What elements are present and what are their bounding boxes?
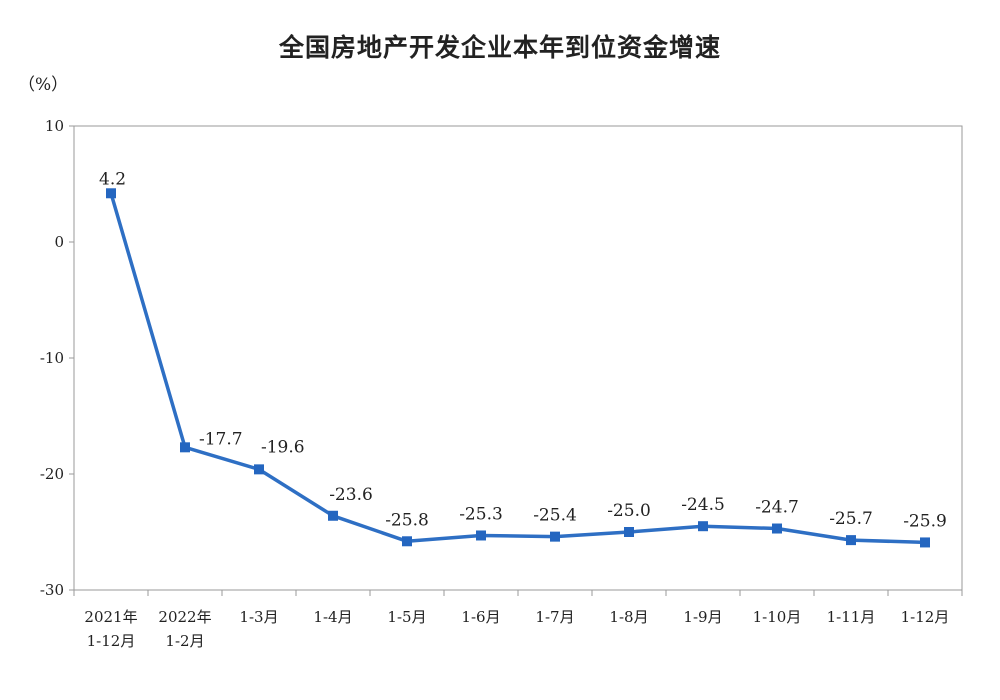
series-line — [109, 192, 926, 545]
x-tick-label: 1-5月 — [387, 608, 426, 626]
y-tick-label: -20 — [40, 465, 64, 483]
data-point-marker — [254, 464, 264, 475]
data-point-marker — [106, 188, 116, 199]
data-point-marker — [476, 530, 486, 541]
data-label: -24.5 — [681, 495, 725, 515]
data-point-marker — [698, 521, 708, 532]
data-point-marker — [328, 510, 338, 521]
x-tick-label: 1-12月 — [901, 608, 950, 626]
x-tick-label: 1-10月 — [753, 608, 802, 626]
y-tick-label: 0 — [54, 233, 64, 251]
y-tick-label: 10 — [45, 117, 64, 135]
data-label: -25.3 — [459, 504, 503, 524]
data-point-marker — [402, 536, 412, 547]
data-label: -25.8 — [385, 510, 429, 530]
data-label: -17.7 — [199, 429, 243, 449]
x-tick-label: 1-6月 — [461, 608, 500, 626]
data-label: -19.6 — [261, 437, 305, 457]
y-tick-label: -30 — [40, 581, 64, 599]
data-label: -25.9 — [903, 511, 947, 531]
chart-title: 全国房地产开发企业本年到位资金增速 — [278, 33, 721, 62]
x-tick-label: 1-4月 — [313, 608, 352, 626]
x-tick-label: 1-7月 — [535, 608, 574, 626]
data-label: -25.4 — [533, 506, 577, 526]
x-tick-label: 2022年 — [158, 608, 211, 626]
x-tick-label: 1-2月 — [165, 632, 204, 650]
x-tick-label: 2021年 — [84, 608, 137, 626]
x-tick-label: 1-12月 — [87, 632, 136, 650]
data-label: -25.0 — [607, 501, 651, 521]
y-tick-label: -10 — [40, 349, 64, 367]
x-tick-label: 1-3月 — [239, 608, 278, 626]
data-point-marker — [180, 442, 190, 453]
data-point-marker — [550, 531, 560, 542]
data-label: -24.7 — [755, 498, 799, 518]
data-label: 4.2 — [99, 169, 126, 189]
x-tick-label: 1-11月 — [827, 608, 876, 626]
x-tick-label: 1-8月 — [609, 608, 648, 626]
data-point-marker — [624, 527, 634, 537]
x-tick-label: 1-9月 — [683, 608, 722, 626]
data-label: -23.6 — [329, 485, 373, 505]
data-point-marker — [920, 537, 930, 548]
y-axis-unit-label: （%） — [18, 75, 69, 95]
data-label: -25.7 — [829, 509, 873, 529]
data-point-marker — [846, 535, 856, 546]
data-point-marker — [772, 523, 782, 534]
